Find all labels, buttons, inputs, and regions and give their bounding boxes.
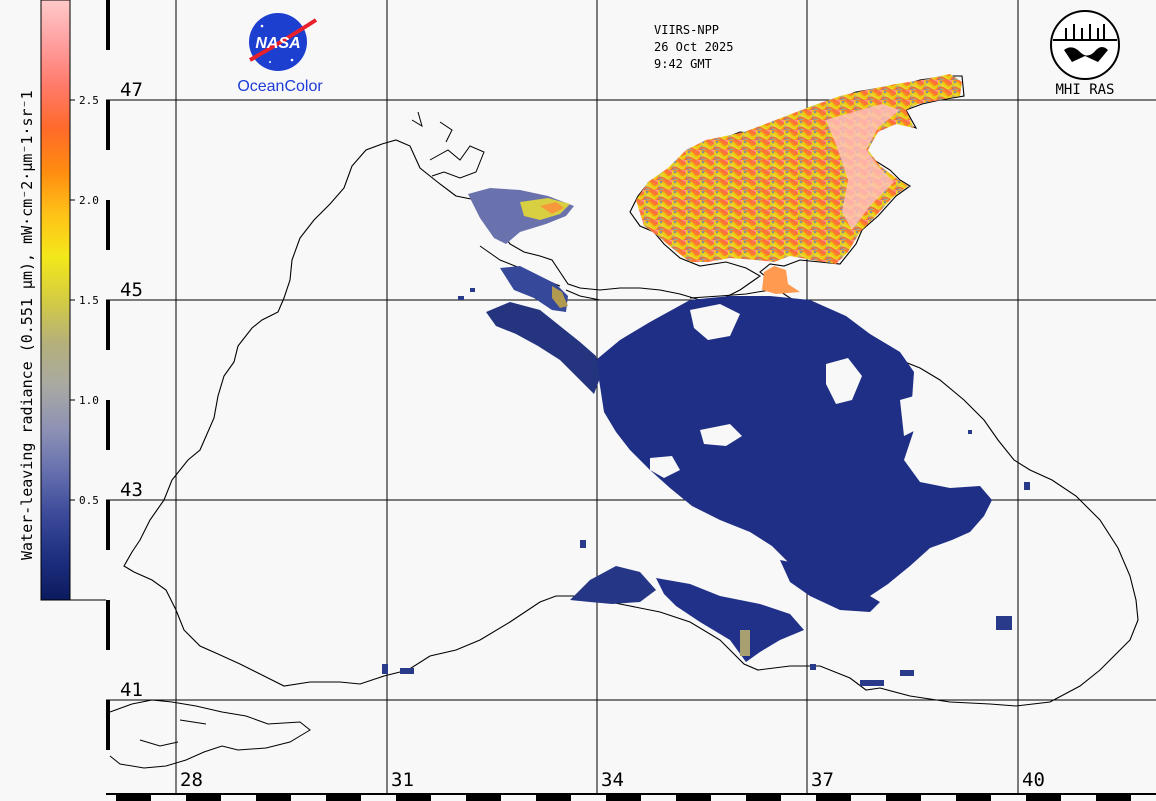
lat-label: 41 <box>120 679 143 701</box>
colorbar-tick-label: 1.5 <box>79 294 99 307</box>
ruler-segment <box>106 650 110 700</box>
ruler-segment <box>886 795 921 801</box>
lon-label: 37 <box>811 769 834 791</box>
ruler-segment <box>396 795 431 801</box>
ruler-segment <box>106 50 110 100</box>
cloud-gap-1 <box>690 304 740 340</box>
cloud-gap-4 <box>650 456 680 478</box>
ruler-segment <box>186 795 221 801</box>
colorbar-tick-label: 2.5 <box>79 94 99 107</box>
lon-label: 34 <box>601 769 624 791</box>
pixel <box>996 616 1012 630</box>
latitude-labels: 47 45 43 41 <box>120 79 143 701</box>
ruler-segment <box>106 150 110 200</box>
cloud-gap-5 <box>900 396 916 436</box>
pixel <box>580 540 586 548</box>
mhi-logo-circle <box>1050 10 1120 80</box>
ruler-segment <box>106 450 110 500</box>
nasa-logo-swoosh <box>249 18 318 62</box>
crimea-west-water <box>500 266 568 312</box>
lat-label: 45 <box>120 279 143 301</box>
acquisition-date: 26 Oct 2025 <box>654 40 733 54</box>
colorbar <box>40 0 71 601</box>
mhi-ras-text: MHI RAS <box>1055 82 1114 98</box>
ruler-segment <box>606 795 641 801</box>
sensor-name: VIIRS-NPP <box>654 23 719 37</box>
pixel <box>860 680 884 686</box>
pixel <box>740 630 750 656</box>
oceancolor-text: OceanColor <box>237 78 323 95</box>
dnieper-delta <box>411 111 485 179</box>
crimea-west-water-edge <box>552 286 568 308</box>
ruler-segment <box>106 550 110 600</box>
pixel <box>1024 482 1030 490</box>
pixel <box>382 664 388 674</box>
pixel <box>900 670 914 676</box>
ruler-segment <box>106 350 110 400</box>
cloud-gap-3 <box>700 424 742 446</box>
nasa-logo-text: NASA <box>255 35 300 52</box>
nasa-logo-star <box>260 24 264 28</box>
lon-label: 28 <box>180 769 203 791</box>
mhi-logo-wave <box>1064 47 1108 62</box>
open-sea-low-radiance <box>596 296 992 596</box>
open-sea-fragment-east <box>780 560 880 612</box>
ruler-segment <box>676 795 711 801</box>
nasa-logo-star <box>290 58 294 62</box>
ruler-segment <box>256 795 291 801</box>
nasa-logo-star <box>269 61 271 63</box>
lon-label: 31 <box>391 769 414 791</box>
ruler-segment <box>326 795 361 801</box>
acquisition-time: 9:42 GMT <box>654 57 712 71</box>
ruler-segment <box>466 795 501 801</box>
azov-pink-east <box>826 104 900 230</box>
colorbar-tick-label: 2.0 <box>79 194 99 207</box>
karkinit-bay-water <box>468 188 574 244</box>
acquisition-info: VIIRS-NPP 26 Oct 2025 9:42 GMT <box>654 23 733 71</box>
mhi-logo-bars <box>1065 24 1105 40</box>
colorbar-tick-label: 1.0 <box>79 394 99 407</box>
ruler-segment <box>536 795 571 801</box>
ruler-segment <box>956 795 991 801</box>
open-sea-fragment-south-1 <box>570 566 656 604</box>
ruler-segment <box>746 795 781 801</box>
lat-label: 43 <box>120 479 143 501</box>
bottom-ruler-line <box>106 793 1156 795</box>
open-sea-fragment-ne <box>810 372 880 440</box>
colorbar-title: Water-leaving radiance (0.551 µm), mW·cm… <box>18 90 36 560</box>
ruler-segment <box>1026 795 1061 801</box>
marmara-coastline <box>109 699 311 769</box>
ruler-segment <box>106 750 110 800</box>
black-sea-coastline <box>123 75 1139 707</box>
cloud-gap-2 <box>826 358 862 404</box>
ruler-segment <box>106 250 110 300</box>
colorbar-tick-label: 0.5 <box>79 494 99 507</box>
pixel <box>458 296 464 300</box>
open-sea-fragment-west <box>486 302 600 394</box>
ruler-segment <box>816 795 851 801</box>
lon-label: 40 <box>1022 769 1045 791</box>
pixel <box>470 288 475 292</box>
lat-label: 47 <box>120 79 143 101</box>
nasa-logo: NASA OceanColor <box>237 13 323 95</box>
colorbar-ticks: 2.5 2.0 1.5 1.0 0.5 <box>70 94 99 507</box>
longitude-labels: 28 31 34 37 40 <box>180 769 1045 791</box>
pixel <box>968 430 972 434</box>
kerch-strait-water <box>762 266 800 294</box>
mhi-ras-logo: MHI RAS <box>1050 10 1120 98</box>
karkinit-bay-orange <box>540 202 564 214</box>
open-sea-fragment-south-2 <box>656 578 804 662</box>
pixel <box>400 668 414 674</box>
ruler-segment <box>116 795 151 801</box>
ruler-segment <box>1096 795 1131 801</box>
azov-sea-turbid-water <box>636 74 962 264</box>
scattered-water-pixels <box>382 288 1030 686</box>
pixel <box>810 664 816 670</box>
